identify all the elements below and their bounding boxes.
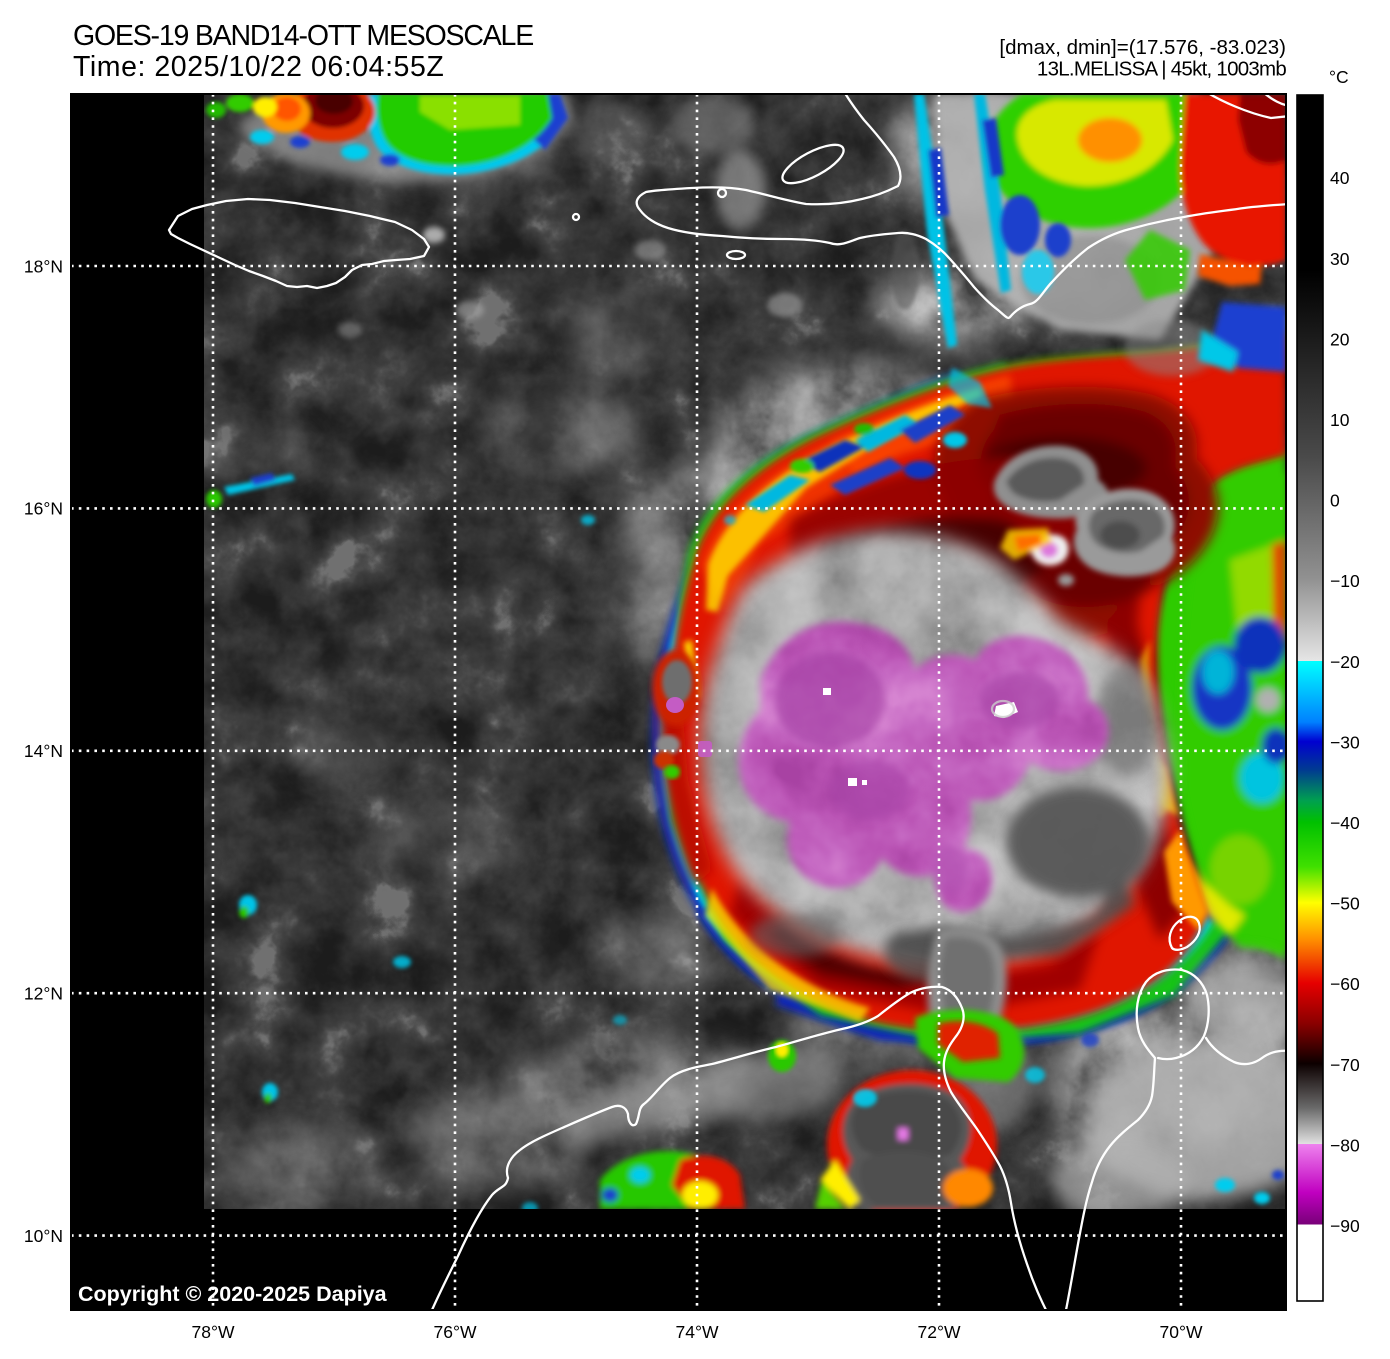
- svg-text:−20: −20: [1330, 652, 1360, 672]
- svg-text:[dmax, dmin]=(17.576, -83.023): [dmax, dmin]=(17.576, -83.023): [999, 36, 1286, 59]
- svg-text:74°W: 74°W: [676, 1322, 719, 1342]
- svg-text:14°N: 14°N: [24, 741, 63, 761]
- svg-text:0: 0: [1330, 491, 1340, 511]
- svg-text:−10: −10: [1330, 571, 1360, 591]
- svg-text:−90: −90: [1330, 1216, 1360, 1236]
- svg-text:Copyright © 2020-2025 Dapiya: Copyright © 2020-2025 Dapiya: [78, 1282, 388, 1306]
- svg-text:12°N: 12°N: [24, 984, 63, 1004]
- svg-text:°C: °C: [1329, 67, 1349, 87]
- svg-text:10°N: 10°N: [24, 1226, 63, 1246]
- svg-text:78°W: 78°W: [192, 1322, 235, 1342]
- svg-text:−60: −60: [1330, 974, 1360, 994]
- svg-text:13L.MELISSA | 45kt, 1003mb: 13L.MELISSA | 45kt, 1003mb: [1037, 58, 1286, 81]
- svg-text:18°N: 18°N: [24, 256, 63, 276]
- svg-text:−70: −70: [1330, 1055, 1360, 1075]
- svg-text:−50: −50: [1330, 894, 1360, 914]
- svg-text:−40: −40: [1330, 813, 1360, 833]
- svg-text:−30: −30: [1330, 732, 1360, 752]
- svg-text:20: 20: [1330, 329, 1350, 349]
- svg-text:70°W: 70°W: [1160, 1322, 1203, 1342]
- svg-text:76°W: 76°W: [434, 1322, 477, 1342]
- svg-text:GOES-19 BAND14-OTT MESOSCALE: GOES-19 BAND14-OTT MESOSCALE: [73, 20, 533, 52]
- svg-text:10: 10: [1330, 410, 1350, 430]
- svg-text:40: 40: [1330, 168, 1350, 188]
- svg-text:72°W: 72°W: [918, 1322, 961, 1342]
- svg-text:Time: 2025/10/22 06:04:55Z: Time: 2025/10/22 06:04:55Z: [73, 51, 444, 83]
- svg-text:30: 30: [1330, 249, 1350, 269]
- svg-text:−80: −80: [1330, 1135, 1360, 1155]
- svg-text:16°N: 16°N: [24, 499, 63, 519]
